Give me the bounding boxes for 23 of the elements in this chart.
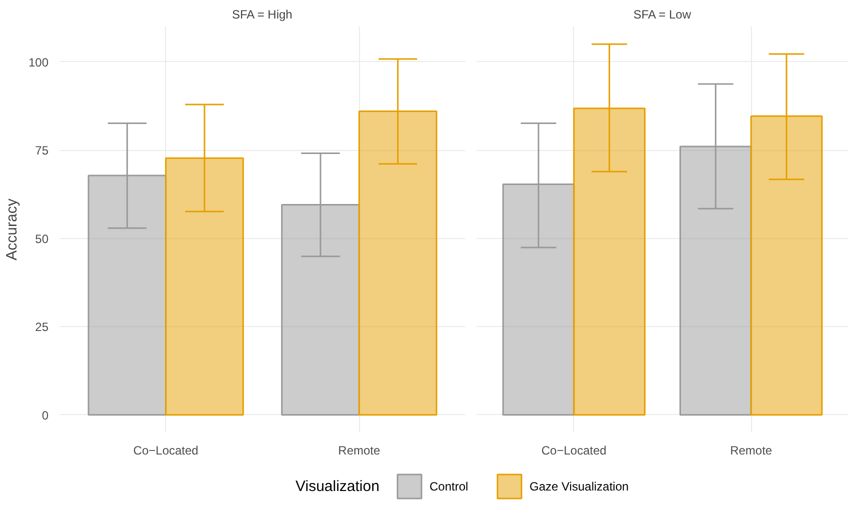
legend-title: Visualization [296, 478, 380, 495]
y-tick-label: 75 [35, 144, 49, 158]
x-tick-label: Remote [730, 444, 772, 458]
x-tick-label: Remote [338, 444, 380, 458]
y-tick-label: 0 [42, 408, 49, 422]
bar [573, 108, 646, 416]
legend-label: Gaze Visualization [530, 480, 629, 494]
bar [165, 157, 244, 416]
x-tick-label: Co−Located [541, 444, 606, 458]
bar [358, 110, 438, 416]
bar [502, 184, 575, 416]
chart-title: SFA = Low [633, 8, 692, 22]
y-tick-label: 25 [35, 320, 49, 334]
y-axis-title: Accuracy [3, 198, 20, 260]
chart-title: SFA = High [232, 8, 292, 22]
bar [679, 146, 752, 416]
y-tick-label: 100 [28, 55, 49, 70]
bar [750, 115, 823, 416]
legend-label: Control [430, 480, 468, 494]
bar [88, 174, 167, 416]
bar [281, 204, 360, 416]
x-tick-label: Co−Located [133, 444, 198, 458]
y-tick-label: 50 [35, 232, 49, 246]
